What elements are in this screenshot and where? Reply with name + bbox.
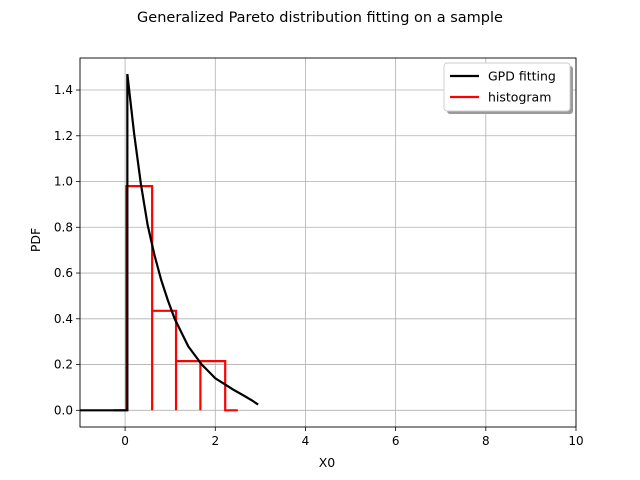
y-axis-ticks: 0.0 0.2 0.4 0.6 0.8 1.0 1.2 1.4 xyxy=(54,83,80,417)
y-tick-label: 0.4 xyxy=(54,312,73,326)
x-tick-label: 10 xyxy=(568,434,583,448)
x-tick-label: 0 xyxy=(121,434,129,448)
y-axis-label: PDF xyxy=(28,228,43,252)
legend-label-gpd: GPD fitting xyxy=(488,69,556,84)
x-tick-label: 2 xyxy=(211,434,219,448)
chart-title: Generalized Pareto distribution fitting … xyxy=(137,10,503,26)
x-axis-label: X0 xyxy=(319,455,336,470)
legend-label-histogram: histogram xyxy=(488,90,551,105)
y-tick-label: 1.0 xyxy=(54,175,73,189)
gpd-fitting-line xyxy=(80,73,259,412)
axes-frame xyxy=(79,57,577,428)
x-tick-label: 8 xyxy=(482,434,490,448)
y-tick-label: 1.4 xyxy=(54,83,73,97)
histogram-line xyxy=(113,185,238,412)
y-tick-label: 1.2 xyxy=(54,129,73,143)
x-tick-label: 4 xyxy=(302,434,310,448)
y-tick-label: 0.2 xyxy=(54,358,73,372)
y-tick-label: 0.0 xyxy=(54,403,73,417)
plot-area xyxy=(80,73,259,412)
x-tick-label: 6 xyxy=(392,434,400,448)
legend: GPD fitting histogram xyxy=(443,62,573,114)
y-tick-label: 0.8 xyxy=(54,220,73,234)
x-axis-ticks: 0 2 4 6 8 10 xyxy=(121,427,584,448)
y-tick-label: 0.6 xyxy=(54,266,73,280)
